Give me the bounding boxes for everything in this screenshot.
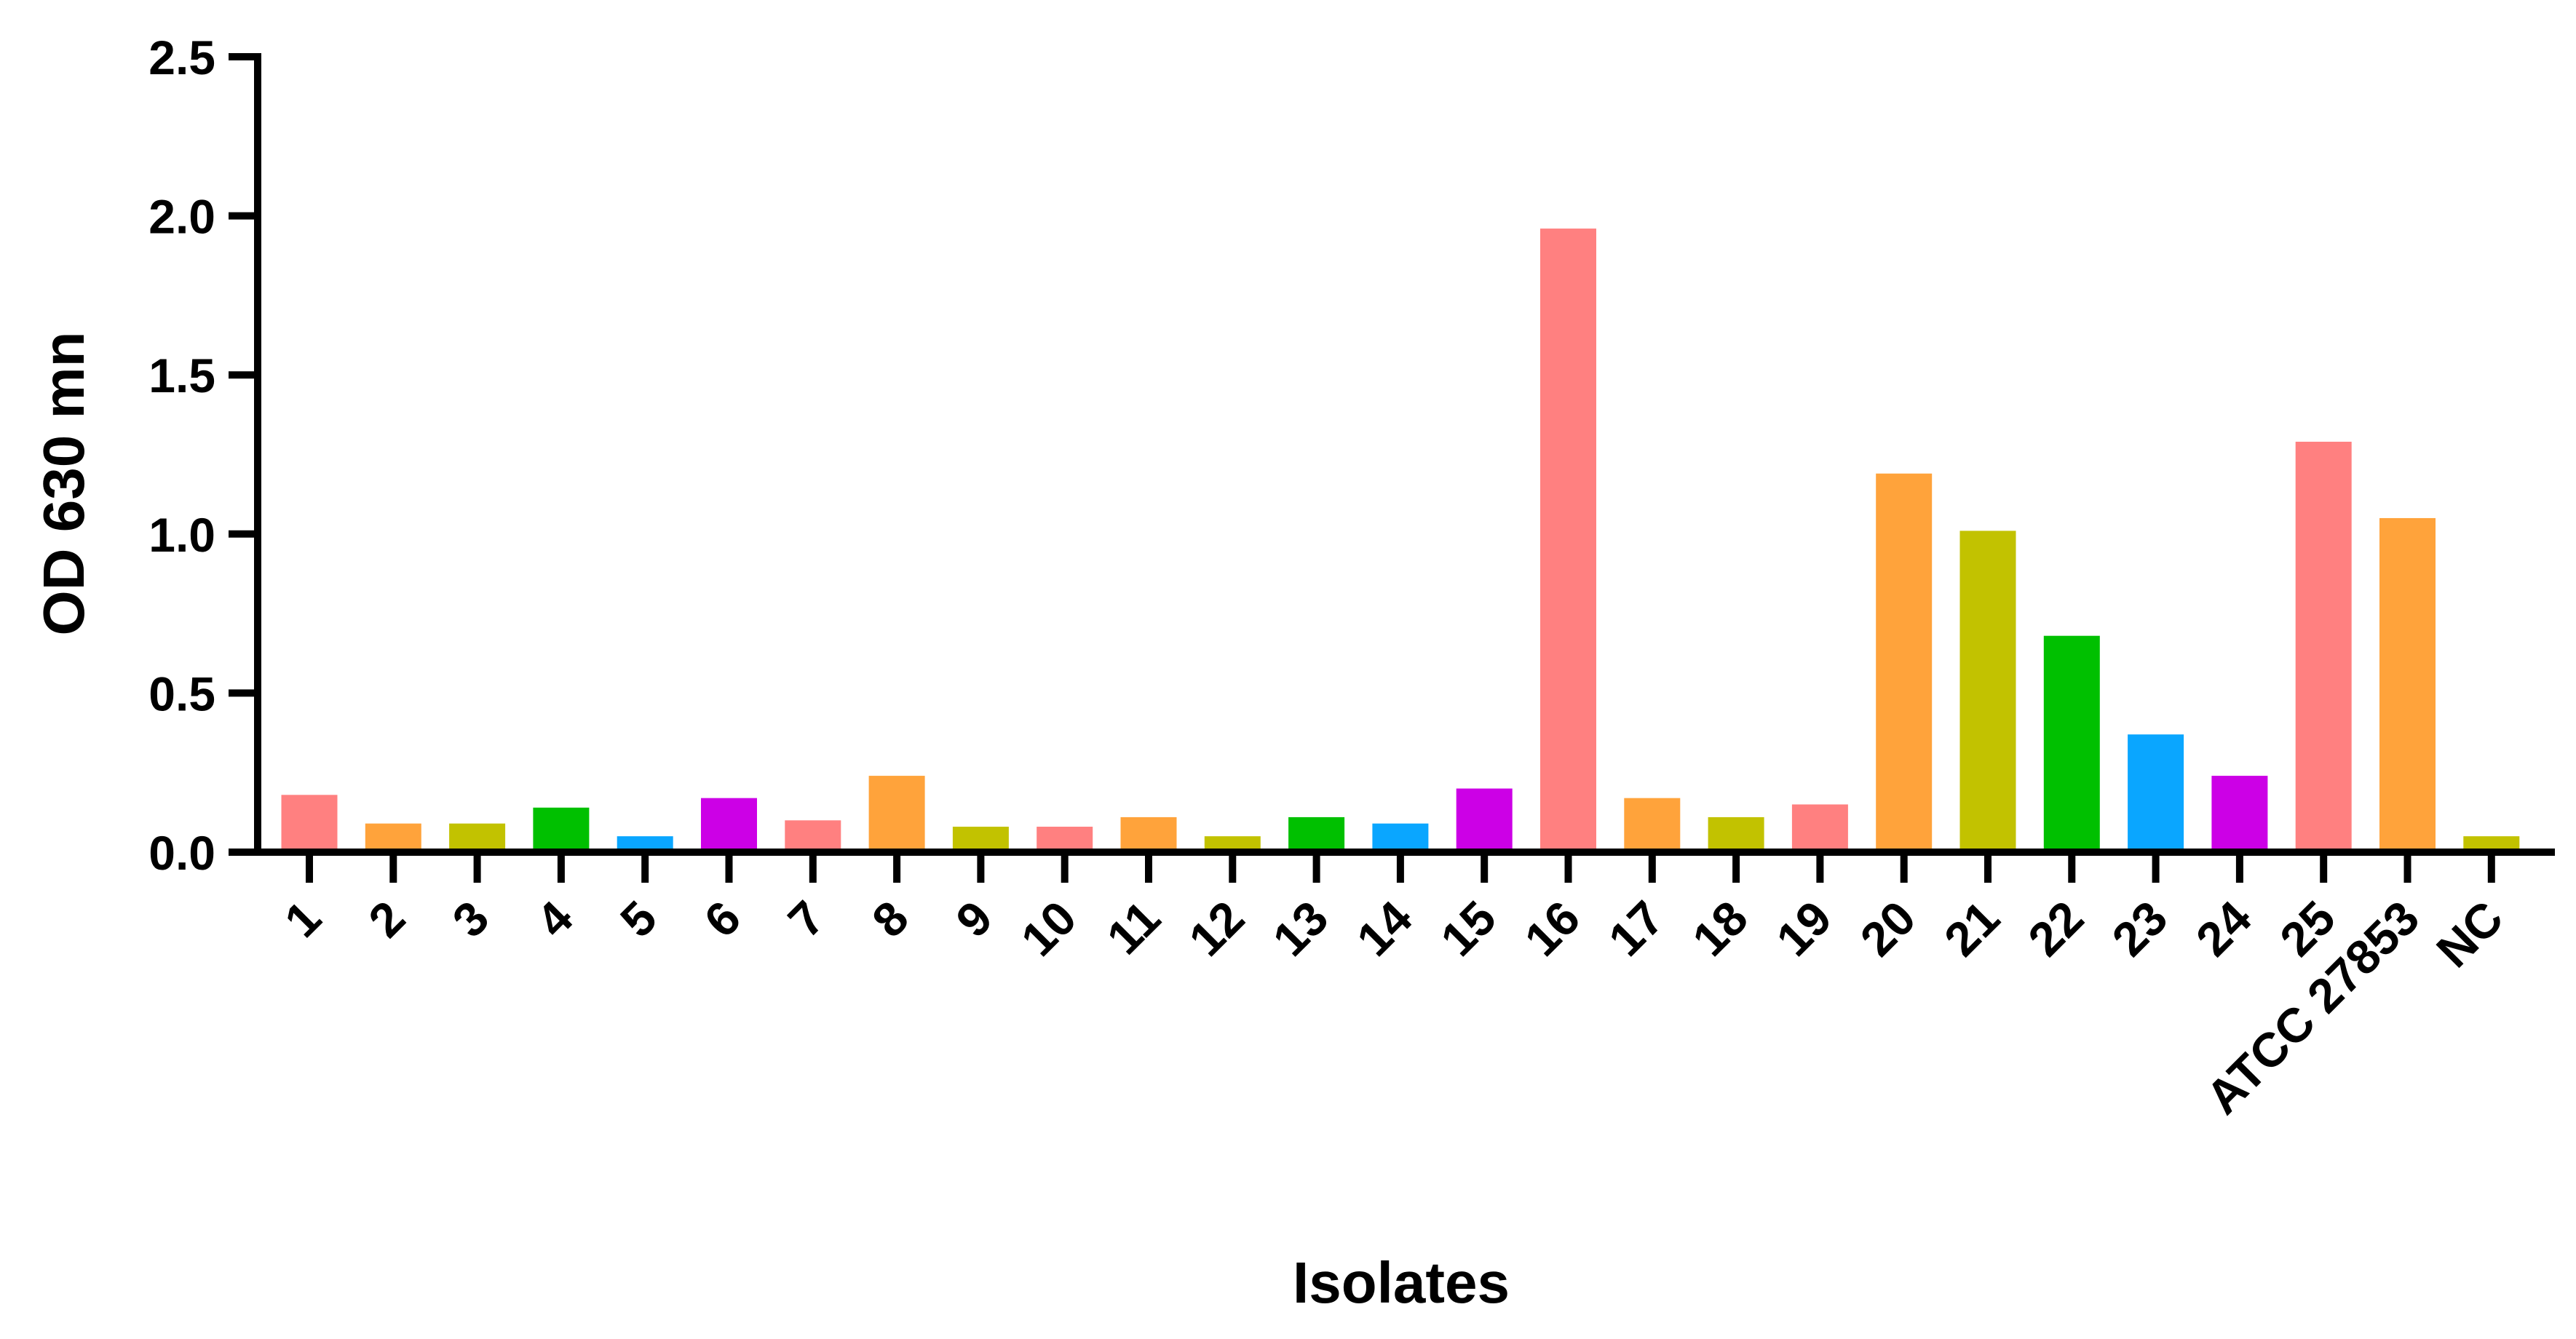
- bar-2: [365, 823, 421, 852]
- bar-15: [1456, 788, 1513, 852]
- x-tick-label: 14: [1347, 890, 1422, 966]
- x-tick-label: 13: [1262, 891, 1338, 966]
- x-tick-label: 24: [2186, 890, 2262, 966]
- bar-20: [1876, 473, 1933, 852]
- bar-13: [1288, 816, 1345, 852]
- bar-6: [701, 798, 757, 852]
- bar-21: [1959, 531, 2016, 852]
- x-tick-label: 20: [1850, 891, 1925, 966]
- x-tick-label: 15: [1430, 891, 1506, 966]
- x-tick-label: 11: [1096, 891, 1170, 965]
- bar-17: [1624, 798, 1681, 852]
- bar-nc: [2463, 836, 2520, 852]
- bar-16: [1540, 229, 1596, 852]
- bar-14: [1372, 823, 1429, 852]
- x-tick-label: 3: [442, 891, 499, 947]
- bar-7: [785, 820, 841, 852]
- x-tick-label: 19: [1766, 891, 1842, 966]
- x-tick-label: 10: [1010, 891, 1086, 966]
- x-tick-label: 7: [777, 891, 834, 947]
- x-tick-label: 8: [862, 891, 919, 947]
- bar-8: [868, 776, 925, 852]
- bar-10: [1037, 827, 1093, 852]
- bar-18: [1708, 816, 1764, 852]
- x-tick-label: 21: [1934, 891, 2010, 966]
- y-tick-label: 1.5: [148, 349, 215, 402]
- bar-5: [617, 836, 673, 852]
- bar-9: [952, 827, 1009, 852]
- bar-3: [449, 823, 506, 852]
- bar-4: [533, 807, 590, 852]
- bar-1: [281, 795, 338, 852]
- x-tick-label: 4: [526, 890, 583, 947]
- bars-group: [281, 229, 2520, 852]
- y-tick-label: 0.5: [148, 667, 215, 720]
- x-tick-label: 23: [2101, 891, 2177, 966]
- bar-25: [2295, 442, 2352, 852]
- x-tick-label: 18: [1682, 891, 1758, 966]
- y-tick-label: 2.0: [148, 190, 215, 244]
- x-tick-label: 12: [1178, 891, 1254, 966]
- y-tick-label: 0.0: [148, 826, 215, 880]
- y-tick-label: 2.5: [148, 31, 215, 84]
- y-tick-label: 1.0: [148, 508, 215, 562]
- x-tick-label: NC: [2426, 891, 2513, 978]
- x-axis-ticks: 1 2 3 4 5 6 7 8 9 10 11 12 13 14 15 16 17 18 19 20 21 22 23 24 2…: [274, 852, 2513, 1124]
- x-tick-label: 9: [946, 891, 1002, 947]
- x-tick-label: 17: [1598, 891, 1673, 966]
- bar-12: [1204, 836, 1261, 852]
- bar-atcc-27853: [2379, 517, 2436, 852]
- x-tick-label: 1: [274, 891, 331, 947]
- x-tick-label: 6: [694, 891, 750, 947]
- x-tick-label: 16: [1514, 891, 1590, 966]
- bar-24: [2211, 776, 2268, 852]
- bar-22: [2043, 635, 2100, 852]
- x-axis-title: Isolates: [1293, 1250, 1510, 1315]
- bar-11: [1120, 816, 1177, 852]
- bar-23: [2128, 734, 2184, 852]
- x-tick-label: 22: [2018, 891, 2093, 966]
- y-axis-ticks: 0.0 0.5 1.0 1.5 2.0 2.5: [148, 31, 258, 880]
- x-tick-label: 5: [610, 891, 667, 947]
- x-tick-label: 2: [358, 891, 415, 947]
- y-axis-title: OD 630 mn: [31, 332, 96, 636]
- bar-19: [1791, 804, 1848, 852]
